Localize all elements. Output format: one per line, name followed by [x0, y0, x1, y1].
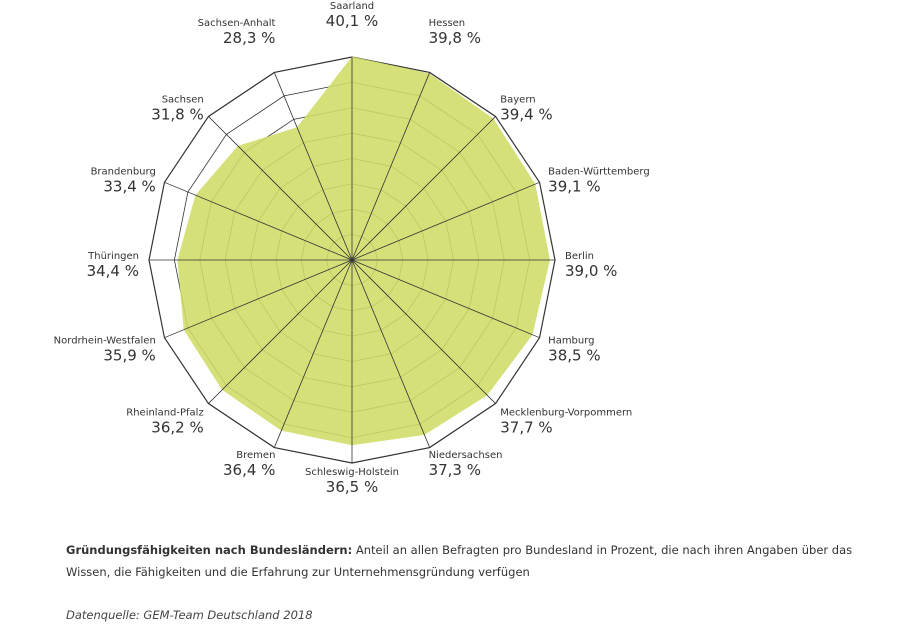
value-label: 37,3 %: [429, 461, 481, 479]
state-label: Rheinland-Pfalz: [126, 407, 203, 418]
value-label: 40,1 %: [326, 12, 378, 30]
value-label: 36,4 %: [223, 461, 275, 479]
radar-data-area: [177, 56, 550, 446]
state-label: Bayern: [500, 95, 535, 106]
radar-spoke: [351, 72, 431, 261]
radar-spoke: [164, 181, 353, 261]
radar-spoke: [351, 259, 540, 339]
state-label: Nordrhein-Westfalen: [54, 336, 156, 347]
state-label: Berlin: [565, 251, 594, 262]
state-label: Sachsen-Anhalt: [198, 18, 276, 29]
state-label: Brandenburg: [91, 166, 156, 177]
caption-title: Gründungsfähigkeiten nach Bundesländern:: [66, 543, 353, 557]
value-label: 28,3 %: [223, 29, 275, 47]
state-label: Hamburg: [548, 336, 594, 347]
value-label: 38,5 %: [548, 347, 600, 365]
caption-text: Anteil an allen Befragten pro Bundesland…: [66, 543, 853, 579]
chart-caption: Gründungsfähigkeiten nach Bundesländern:…: [66, 539, 866, 583]
radar-area-group: [177, 56, 550, 446]
radar-spoke: [273, 72, 353, 261]
value-label: 33,4 %: [103, 177, 155, 195]
radar-spoke: [164, 259, 353, 339]
state-label: Mecklenburg-Vorpommern: [500, 407, 632, 418]
value-label: 31,8 %: [151, 106, 203, 124]
data-source: Datenquelle: GEM-Team Deutschland 2018: [66, 608, 313, 622]
state-label: Hessen: [429, 18, 466, 29]
state-label: Bremen: [236, 450, 275, 461]
value-label: 34,4 %: [87, 262, 139, 280]
value-label: 39,0 %: [565, 262, 617, 280]
value-label: 35,9 %: [103, 347, 155, 365]
state-label: Sachsen: [162, 95, 204, 106]
radar-spoke: [351, 259, 431, 448]
radar-spoke: [351, 259, 496, 404]
value-label: 36,5 %: [326, 478, 378, 496]
value-label: 37,7 %: [500, 418, 552, 436]
state-label: Niedersachsen: [429, 450, 503, 461]
value-label: 36,2 %: [151, 418, 203, 436]
value-label: 39,1 %: [548, 177, 600, 195]
radar-spoke: [351, 181, 540, 261]
state-label: Schleswig-Holstein: [305, 467, 399, 478]
value-label: 39,4 %: [500, 106, 552, 124]
state-label: Thüringen: [87, 251, 139, 262]
state-label: Baden-Württemberg: [548, 166, 650, 177]
state-label: Saarland: [330, 1, 374, 12]
radar-spoke: [208, 259, 353, 404]
radar-spoke: [273, 259, 353, 448]
radar-spoke: [208, 116, 353, 261]
value-label: 39,8 %: [429, 29, 481, 47]
radar-spokes: [149, 57, 555, 463]
radar-spoke: [351, 116, 496, 261]
